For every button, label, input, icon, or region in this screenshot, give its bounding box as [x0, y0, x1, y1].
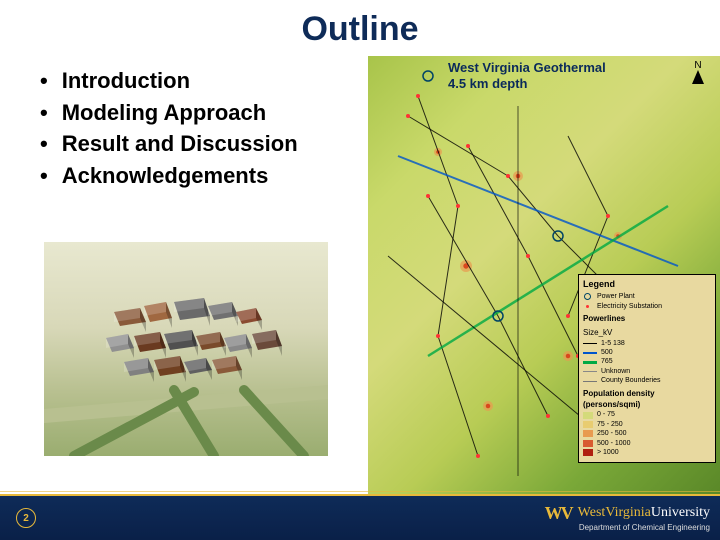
- bullet-item: Result and Discussion: [40, 129, 298, 159]
- campus-3d-render: [44, 242, 328, 456]
- wvu-wordmark: WestVirginiaUniversity: [578, 506, 710, 520]
- bullet-item: Introduction: [40, 66, 298, 96]
- wvu-logo: WV WestVirginiaUniversity: [545, 504, 710, 522]
- map-legend: LegendPower PlantElectricity SubstationP…: [578, 274, 716, 463]
- outline-bullets: Introduction Modeling Approach Result an…: [40, 66, 298, 193]
- wvu-wordmark-white: University: [651, 505, 710, 520]
- footer-rule-thin: [0, 491, 720, 492]
- geothermal-map: West Virginia Geothermal 4.5 km depth N …: [368, 56, 720, 494]
- page-number: 2: [16, 508, 36, 528]
- content-area: Introduction Modeling Approach Result an…: [0, 56, 720, 496]
- wvu-wordmark-gold: WestVirginia: [578, 505, 651, 520]
- bullet-item: Modeling Approach: [40, 98, 298, 128]
- bullet-item: Acknowledgements: [40, 161, 298, 191]
- campus-3d-svg: [44, 242, 328, 456]
- footer-bar: 2 WV WestVirginiaUniversity Department o…: [0, 496, 720, 540]
- department-label: Department of Chemical Engineering: [545, 524, 710, 532]
- wvu-monogram-icon: WV: [545, 504, 572, 522]
- slide-title: Outline: [0, 0, 720, 57]
- footer-right: WV WestVirginiaUniversity Department of …: [545, 504, 710, 532]
